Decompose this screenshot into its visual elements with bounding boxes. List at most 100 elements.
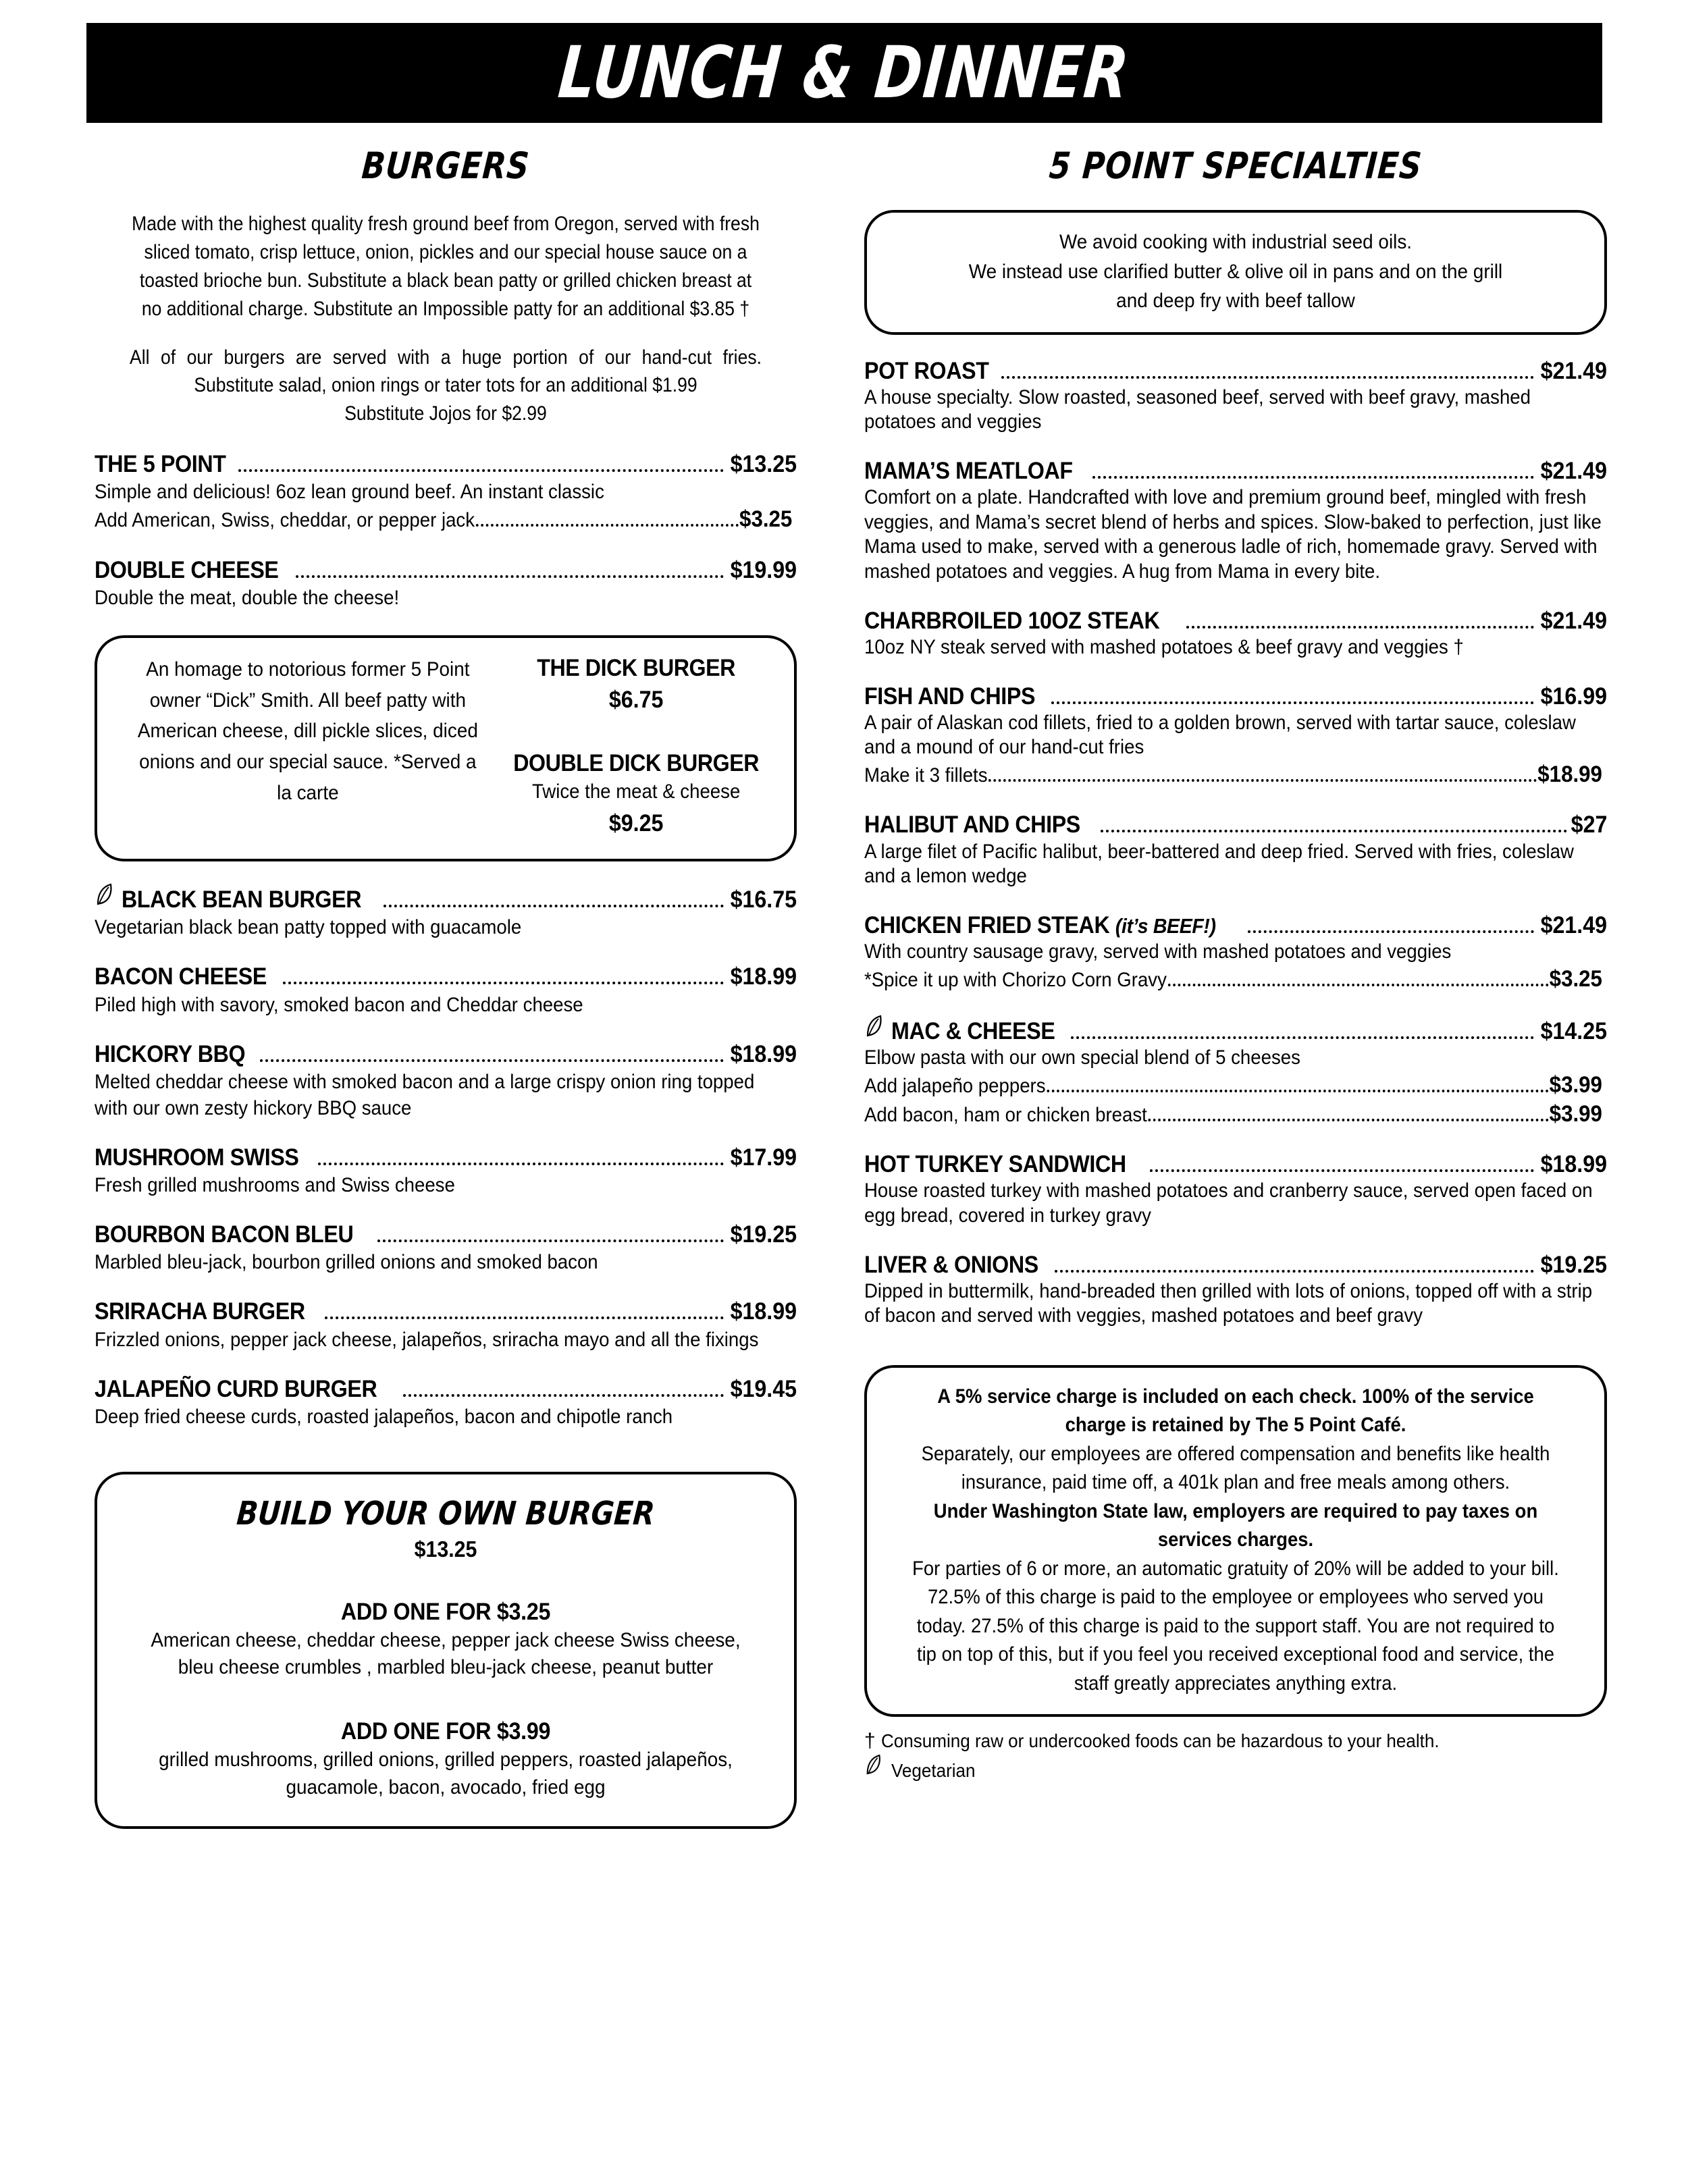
dot-leader: [1100, 829, 1567, 833]
menu-item-description: Melted cheddar cheese with smoked bacon …: [95, 1070, 755, 1119]
dagger-icon: †: [864, 1730, 876, 1753]
service-charge-line-1: A 5% service charge is included on each …: [937, 1385, 1534, 1437]
menu-item[interactable]: SRIRACHA BURGER $18.99 Frizzled onions, …: [95, 1298, 797, 1352]
page-header-banner: LUNCH & DINNER: [86, 23, 1602, 123]
menu-item-description: A house specialty. Slow roasted, seasone…: [864, 385, 1531, 433]
menu-item-description: Frizzled onions, pepper jack cheese, jal…: [95, 1328, 759, 1351]
double-dick-burger-note: Twice the meat & cheese: [531, 780, 741, 803]
menu-item[interactable]: MUSHROOM SWISS $17.99 Fresh grilled mush…: [95, 1144, 797, 1198]
footnotes: † Consuming raw or undercooked foods can…: [864, 1728, 1607, 1783]
menu-item-addon: *Spice it up with Chorizo Corn Gravy $3.…: [864, 965, 1602, 994]
menu-item[interactable]: BACON CHEESE $18.99 Piled high with savo…: [95, 963, 797, 1017]
dick-burger-box: An homage to notorious former 5 Point ow…: [95, 635, 797, 862]
menu-item-description: Marbled bleu-jack, bourbon grilled onion…: [95, 1251, 598, 1274]
dick-burger-story: An homage to notorious former 5 Point ow…: [137, 658, 478, 804]
dick-burger-price: $6.75: [608, 687, 664, 714]
menu-item-name: FISH AND CHIPS: [864, 683, 1036, 710]
menu-item-price: $14.25: [1540, 1018, 1607, 1045]
double-dick-burger-name: DOUBLE DICK BURGER: [512, 749, 759, 776]
menu-item-price: $16.99: [1540, 683, 1607, 710]
menu-item-addon: Add bacon, ham or chicken breast $3.99: [864, 1100, 1602, 1129]
menu-item[interactable]: HICKORY BBQ $18.99 Melted cheddar cheese…: [95, 1041, 797, 1121]
menu-item-name: BACON CHEESE: [95, 963, 267, 990]
dot-leader: [1070, 1036, 1534, 1040]
menu-item[interactable]: CHARBROILED 10OZ STEAK $21.49 10oz NY st…: [864, 608, 1607, 660]
menu-item-name: MAC & CHEESE: [891, 1018, 1055, 1045]
menu-item[interactable]: BLACK BEAN BURGER $16.75 Vegetarian blac…: [95, 883, 797, 940]
byo-price: $13.25: [414, 1536, 477, 1562]
addon-price: $3.25: [739, 506, 793, 533]
menu-item-price: $18.99: [730, 1040, 797, 1067]
dot-leader: [1092, 475, 1534, 479]
addon-label: Add American, Swiss, cheddar, or pepper …: [95, 509, 475, 532]
burgers-sides-note-line1: All of our burgers are served with a hug…: [130, 346, 762, 397]
menu-item-headline: MAMA’S MEATLOAF $21.49: [864, 458, 1607, 485]
menu-item-headline: MUSHROOM SWISS $17.99: [95, 1144, 797, 1171]
menu-item-name: HICKORY BBQ: [95, 1040, 246, 1067]
dot-leader: [1150, 1169, 1534, 1173]
menu-item-price: $19.99: [730, 556, 797, 583]
dot-leader: [1047, 1089, 1549, 1093]
menu-item-description: Deep fried cheese curds, roasted jalapeñ…: [95, 1405, 673, 1428]
menu-item[interactable]: THE 5 POINT $13.25 Simple and delicious!…: [95, 451, 797, 534]
byo-add1-list: American cheese, cheddar cheese, pepper …: [151, 1628, 741, 1679]
menu-item-headline: CHARBROILED 10OZ STEAK $21.49: [864, 608, 1607, 635]
menu-item-description: Piled high with savory, smoked bacon and…: [95, 993, 583, 1016]
menu-item[interactable]: HALIBUT AND CHIPS $27 A large filet of P…: [864, 811, 1607, 888]
dot-leader: [475, 523, 739, 527]
menu-item-headline: HALIBUT AND CHIPS $27: [864, 811, 1607, 838]
menu-item-headline: THE 5 POINT $13.25: [95, 451, 797, 478]
menu-item-name: SRIRACHA BURGER: [95, 1298, 305, 1325]
menu-item[interactable]: JALAPEÑO CURD BURGER $19.45 Deep fried c…: [95, 1376, 797, 1430]
footnote-raw-foods-text: Consuming raw or undercooked foods can b…: [880, 1730, 1440, 1752]
menu-item-headline: SRIRACHA BURGER $18.99: [95, 1298, 797, 1325]
addon-price: $3.25: [1549, 965, 1602, 992]
addon-label: Make it 3 fillets: [864, 764, 988, 787]
menu-item-price: $21.49: [1540, 357, 1607, 384]
menu-item-price: $21.49: [1540, 607, 1607, 634]
menu-item-name: LIVER & ONIONS: [864, 1251, 1038, 1278]
dick-burger-prices: THE DICK BURGER $6.75 DOUBLE DICK BURGER…: [498, 654, 774, 841]
double-dick-burger-price: $9.25: [608, 809, 664, 836]
menu-item-headline: POT ROAST $21.49: [864, 358, 1607, 385]
dot-leader: [283, 981, 724, 985]
menu-item-description: Fresh grilled mushrooms and Swiss cheese: [95, 1174, 455, 1197]
dot-leader: [1055, 1269, 1534, 1273]
menu-item-name: HOT TURKEY SANDWICH: [864, 1151, 1126, 1178]
menu-item[interactable]: LIVER & ONIONS $19.25 Dipped in buttermi…: [864, 1252, 1607, 1329]
menu-item-name: POT ROAST: [864, 357, 989, 384]
menu-item[interactable]: DOUBLE CHEESE $19.99 Double the meat, do…: [95, 557, 797, 611]
menu-item[interactable]: BOURBON BACON BLEU $19.25 Marbled bleu-j…: [95, 1221, 797, 1275]
footnote-vegetarian-text: Vegetarian: [891, 1759, 976, 1781]
dot-leader: [383, 904, 724, 908]
menu-item[interactable]: FISH AND CHIPS $16.99 A pair of Alaskan …: [864, 683, 1607, 789]
section-title-burgers: BURGERS: [360, 144, 531, 187]
addon-price: $18.99: [1537, 761, 1602, 787]
menu-item-headline: BACON CHEESE $18.99: [95, 963, 797, 990]
vegetarian-leaf-icon: [864, 1015, 887, 1038]
menu-item-price: $18.99: [730, 963, 797, 990]
seed-oil-notice-box: We avoid cooking with industrial seed oi…: [864, 210, 1607, 335]
menu-item-name: BLACK BEAN BURGER: [122, 886, 362, 913]
menu-item-description: 10oz NY steak served with mashed potatoe…: [864, 635, 1464, 658]
menu-item[interactable]: HOT TURKEY SANDWICH $18.99 House roasted…: [864, 1151, 1607, 1228]
menu-item[interactable]: POT ROAST $21.49 A house specialty. Slow…: [864, 358, 1607, 435]
seed-oil-line-3: and deep fry with beef tallow: [1116, 290, 1355, 313]
dot-leader: [1051, 701, 1534, 704]
byo-add2-title: ADD ONE FOR $3.99: [340, 1718, 551, 1745]
addon-label: Add jalapeño peppers: [864, 1075, 1046, 1098]
dot-leader: [259, 1059, 724, 1062]
menu-item-line: BLACK BEAN BURGER $16.75: [122, 886, 797, 913]
dick-burger-name: THE DICK BURGER: [537, 655, 735, 682]
menu-item[interactable]: CHICKEN FRIED STEAK (it’s BEEF!) $21.49 …: [864, 912, 1607, 993]
menu-item[interactable]: MAC & CHEESE $14.25 Elbow pasta with our…: [864, 1015, 1607, 1129]
menu-item-description: A large filet of Pacific halibut, beer-b…: [864, 840, 1574, 888]
service-charge-box: A 5% service charge is included on each …: [864, 1364, 1607, 1717]
menu-item[interactable]: MAMA’S MEATLOAF $21.49 Comfort on a plat…: [864, 458, 1607, 585]
menu-item-price: $27: [1571, 811, 1607, 838]
page-title: LUNCH & DINNER: [555, 31, 1134, 114]
menu-item-price: $19.25: [1540, 1251, 1607, 1278]
dot-leader: [1148, 1118, 1549, 1121]
seed-oil-line-1: We avoid cooking with industrial seed oi…: [1059, 231, 1413, 254]
